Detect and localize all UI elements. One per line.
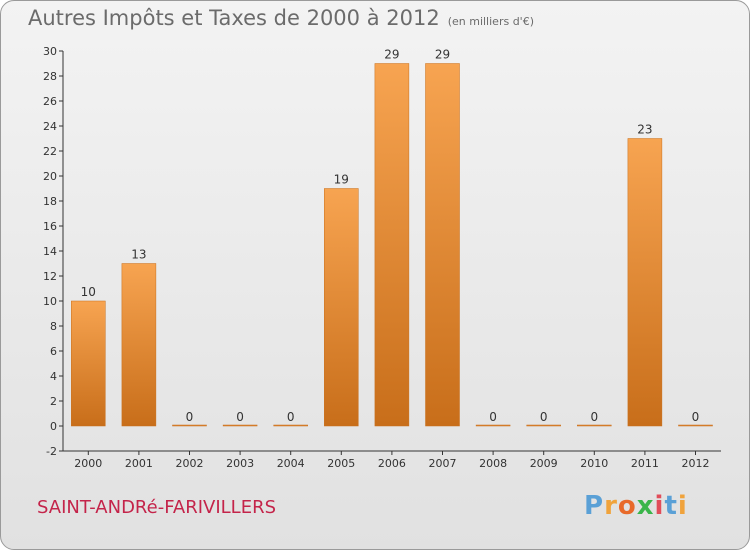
bar-2008[interactable] — [475, 424, 511, 427]
y-tick-label: -2 — [46, 445, 57, 458]
x-tick-label-2010: 2010 — [580, 457, 608, 470]
commune-name: SAINT-ANDRé-FARIVILLERS — [37, 497, 277, 518]
y-tick-label: 2 — [50, 395, 57, 408]
logo-letter: x — [636, 491, 655, 521]
x-tick-label-2003: 2003 — [226, 457, 254, 470]
y-tick-label: 24 — [43, 120, 57, 133]
x-tick-label-2008: 2008 — [479, 457, 507, 470]
y-tick-label: 16 — [43, 220, 57, 233]
bar-2012[interactable] — [678, 424, 713, 427]
y-tick-label: 28 — [43, 70, 57, 83]
y-tick-label: 26 — [43, 95, 57, 108]
bar-2009[interactable] — [526, 424, 561, 427]
logo-letter: i — [654, 491, 665, 521]
chart-unit: (en milliers d'€) — [447, 15, 534, 28]
bar-2007[interactable] — [425, 63, 460, 427]
data-label-2010: 0 — [590, 410, 598, 424]
bar-2002[interactable] — [172, 424, 207, 427]
data-label-2005: 19 — [334, 173, 349, 187]
y-tick-label: 12 — [43, 270, 57, 283]
y-tick-label: 14 — [43, 245, 57, 258]
data-label-2008: 0 — [489, 410, 497, 424]
chart-title-text: Autres Impôts et Taxes de 2000 à 2012 — [28, 6, 440, 30]
y-tick-label: 4 — [50, 370, 57, 383]
bar-2000[interactable] — [71, 300, 106, 427]
x-tick-label-2004: 2004 — [277, 457, 305, 470]
bar-2005[interactable] — [324, 188, 359, 427]
data-label-2003: 0 — [236, 410, 244, 424]
x-tick-label-2002: 2002 — [176, 457, 204, 470]
bar-2010[interactable] — [577, 424, 612, 427]
x-tick-label-2009: 2009 — [530, 457, 558, 470]
logo-letter: r — [604, 491, 618, 521]
bar-2006[interactable] — [374, 63, 410, 427]
x-tick-label-2005: 2005 — [327, 457, 355, 470]
y-tick-label: 8 — [50, 320, 57, 333]
data-label-2000: 10 — [81, 285, 96, 299]
data-label-2012: 0 — [692, 410, 700, 424]
x-tick-label-2001: 2001 — [125, 457, 153, 470]
y-tick-label: 22 — [43, 145, 57, 158]
data-label-2002: 0 — [186, 410, 194, 424]
x-tick-label-2011: 2011 — [631, 457, 659, 470]
bar-2004[interactable] — [273, 424, 308, 427]
logo-letter: P — [584, 491, 605, 521]
data-label-2004: 0 — [287, 410, 295, 424]
data-label-2007: 29 — [435, 48, 450, 62]
y-tick-label: 6 — [50, 345, 57, 358]
logo-letter: t — [664, 491, 678, 521]
logo-letter: o — [617, 491, 637, 521]
proxiti-logo[interactable]: Proxiti — [584, 491, 688, 521]
data-label-2006: 29 — [384, 48, 399, 62]
data-label-2001: 13 — [131, 248, 146, 262]
y-tick-label: 0 — [50, 420, 57, 433]
x-tick-label-2012: 2012 — [682, 457, 710, 470]
x-tick-label-2006: 2006 — [378, 457, 406, 470]
x-tick-label-2007: 2007 — [429, 457, 457, 470]
y-tick-label: 20 — [43, 170, 57, 183]
data-label-2009: 0 — [540, 410, 548, 424]
y-tick-label: 30 — [43, 45, 57, 58]
y-tick-label: 18 — [43, 195, 57, 208]
x-tick-label-2000: 2000 — [74, 457, 102, 470]
bar-2003[interactable] — [222, 424, 258, 427]
chart-title: Autres Impôts et Taxes de 2000 à 2012 (en… — [28, 6, 534, 30]
bar-2001[interactable] — [121, 263, 157, 427]
data-label-2011: 23 — [637, 123, 652, 137]
logo-letter: i — [677, 491, 688, 521]
y-tick-label: 10 — [43, 295, 57, 308]
bar-2011[interactable] — [627, 138, 663, 427]
